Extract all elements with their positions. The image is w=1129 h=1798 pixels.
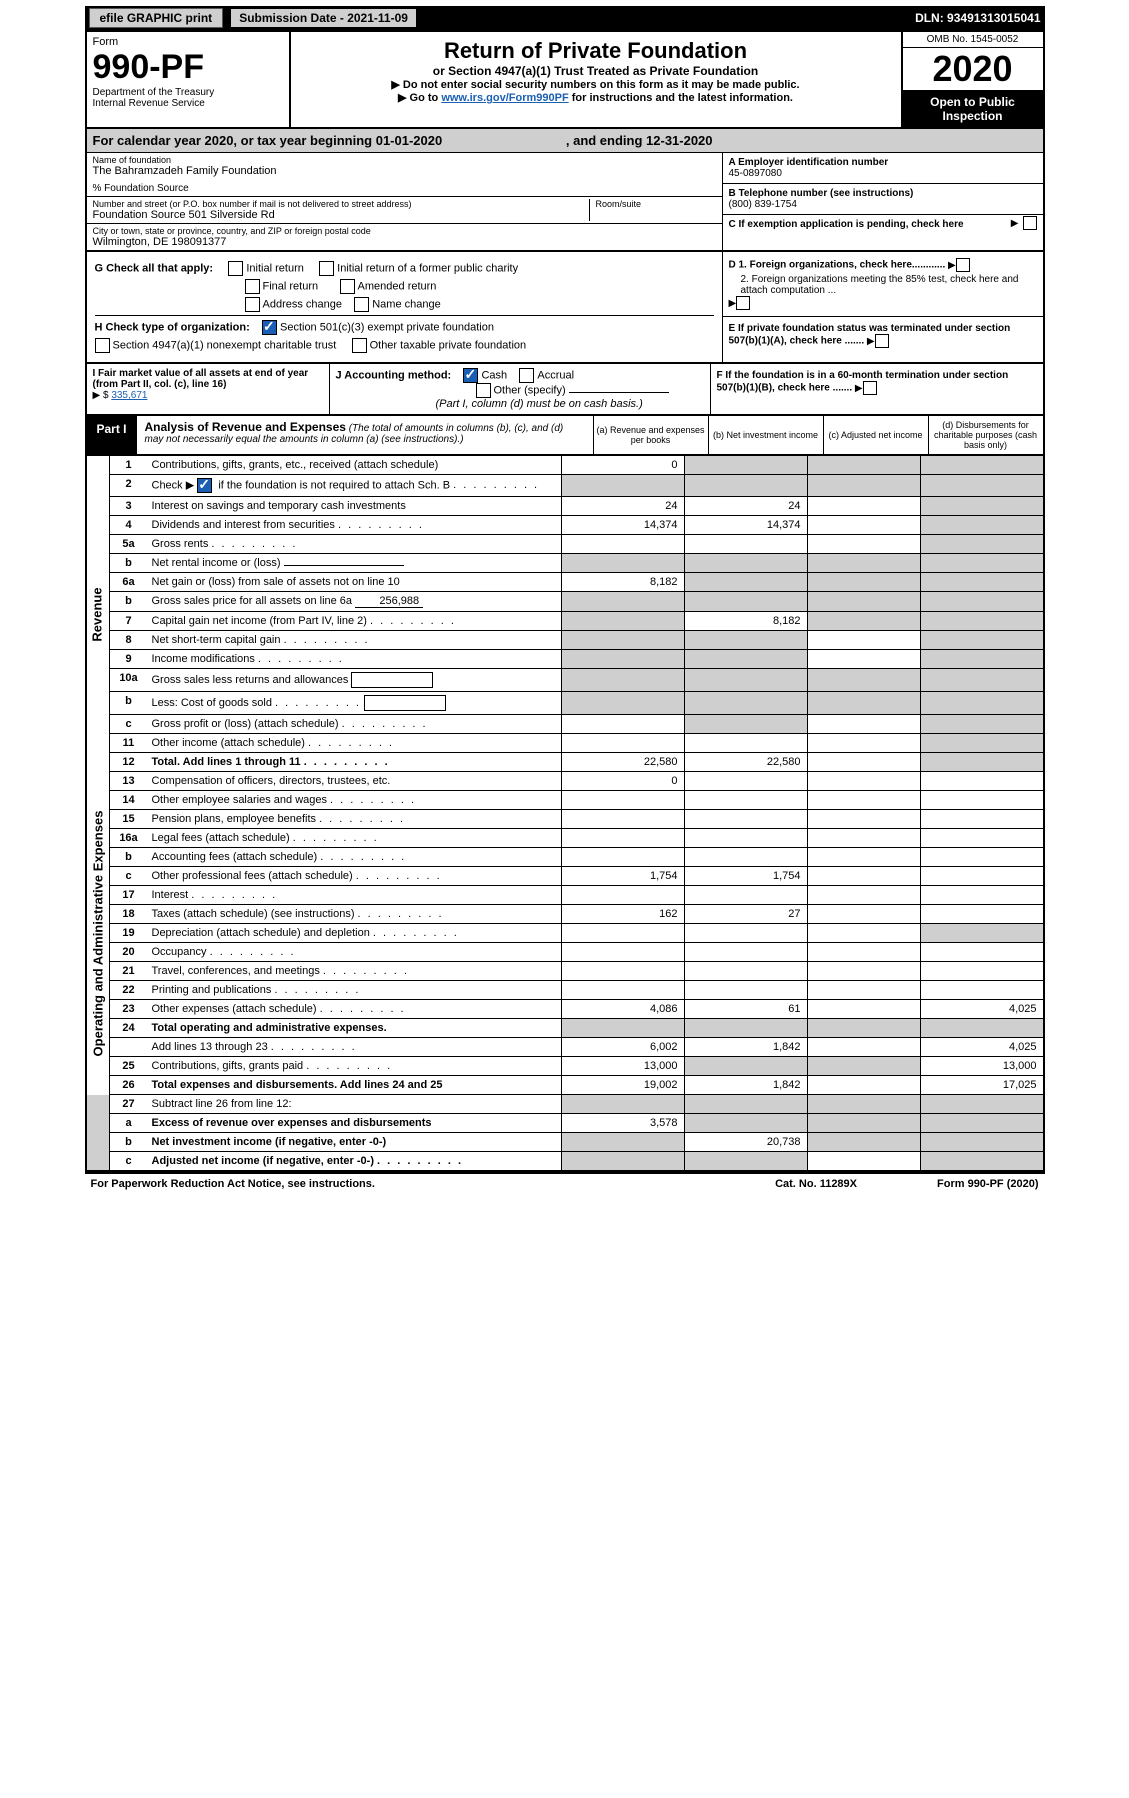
501c3-checkbox[interactable] bbox=[262, 320, 277, 335]
checks-left: G Check all that apply: Initial return I… bbox=[87, 252, 722, 362]
street-address: Foundation Source 501 Silverside Rd bbox=[93, 209, 589, 221]
street-label: Number and street (or P.O. box number if… bbox=[93, 199, 589, 209]
dept-treasury: Department of the Treasury bbox=[93, 87, 283, 98]
fmv-amount[interactable]: 335,671 bbox=[111, 390, 147, 401]
header-left: Form 990-PF Department of the Treasury I… bbox=[87, 32, 291, 127]
amended-return-checkbox[interactable] bbox=[340, 279, 355, 294]
pct-foundation-source: % Foundation Source bbox=[93, 183, 716, 194]
initial-return-checkbox[interactable] bbox=[228, 261, 243, 276]
city-label: City or town, state or province, country… bbox=[93, 226, 716, 236]
topbar: efile GRAPHIC print Submission Date - 20… bbox=[85, 6, 1045, 30]
col-c-header: (c) Adjusted net income bbox=[823, 416, 928, 454]
e-checkbox[interactable] bbox=[875, 334, 889, 348]
irs-label: Internal Revenue Service bbox=[93, 98, 283, 109]
efile-print-button[interactable]: efile GRAPHIC print bbox=[89, 8, 224, 28]
id-block: Name of foundation The Bahramzadeh Famil… bbox=[85, 153, 1045, 252]
id-right: A Employer identification number 45-0897… bbox=[722, 153, 1043, 250]
form-label: Form bbox=[93, 36, 283, 48]
g-label: G Check all that apply: bbox=[95, 262, 214, 274]
form-header: Form 990-PF Department of the Treasury I… bbox=[85, 30, 1045, 129]
j-label: J Accounting method: bbox=[336, 369, 452, 381]
irs-link[interactable]: www.irs.gov/Form990PF bbox=[441, 92, 568, 104]
col-a-header: (a) Revenue and expenses per books bbox=[593, 416, 708, 454]
header-right: OMB No. 1545-0052 2020 Open to Public In… bbox=[901, 32, 1043, 127]
final-return-checkbox[interactable] bbox=[245, 279, 260, 294]
d2-label: 2. Foreign organizations meeting the 85%… bbox=[729, 274, 1037, 296]
part1-label: Part I bbox=[87, 416, 137, 454]
d2-checkbox[interactable] bbox=[736, 296, 750, 310]
instruction-1: ▶ Do not enter social security numbers o… bbox=[301, 78, 891, 91]
calendar-year-row: For calendar year 2020, or tax year begi… bbox=[85, 129, 1045, 153]
checks-right: D 1. Foreign organizations, check here..… bbox=[722, 252, 1043, 362]
open-to-public: Open to Public Inspection bbox=[903, 91, 1043, 127]
initial-former-checkbox[interactable] bbox=[319, 261, 334, 276]
foundation-name: The Bahramzadeh Family Foundation bbox=[93, 165, 716, 177]
schb-checkbox[interactable] bbox=[197, 478, 212, 493]
col-b-header: (b) Net investment income bbox=[708, 416, 823, 454]
omb-number: OMB No. 1545-0052 bbox=[903, 32, 1043, 48]
part1-title: Analysis of Revenue and Expenses bbox=[145, 420, 346, 434]
submission-date: Submission Date - 2021-11-09 bbox=[231, 9, 416, 27]
header-center: Return of Private Foundation or Section … bbox=[291, 32, 901, 127]
arrow-icon: ▶ bbox=[1011, 218, 1019, 229]
id-left: Name of foundation The Bahramzadeh Famil… bbox=[87, 153, 722, 250]
other-taxable-checkbox[interactable] bbox=[352, 338, 367, 353]
d1-label: D 1. Foreign organizations, check here..… bbox=[729, 260, 946, 271]
accrual-checkbox[interactable] bbox=[519, 368, 534, 383]
cat-number: Cat. No. 11289X bbox=[775, 1178, 857, 1190]
name-change-checkbox[interactable] bbox=[354, 297, 369, 312]
tel-value: (800) 839-1754 bbox=[729, 199, 1037, 210]
tel-label: B Telephone number (see instructions) bbox=[729, 188, 1037, 199]
room-label: Room/suite bbox=[596, 199, 716, 209]
d1-checkbox[interactable] bbox=[956, 258, 970, 272]
revenue-side-label: Revenue bbox=[87, 456, 110, 772]
4947-checkbox[interactable] bbox=[95, 338, 110, 353]
col-d-header: (d) Disbursements for charitable purpose… bbox=[928, 416, 1043, 454]
expenses-section: Operating and Administrative Expenses 13… bbox=[85, 772, 1045, 1095]
foundation-name-label: Name of foundation bbox=[93, 155, 716, 165]
form-title: Return of Private Foundation bbox=[301, 38, 891, 64]
dln: DLN: 93491313015041 bbox=[915, 11, 1040, 25]
checks-block: G Check all that apply: Initial return I… bbox=[85, 252, 1045, 364]
other-method-checkbox[interactable] bbox=[476, 383, 491, 398]
form-footer: Form 990-PF (2020) bbox=[937, 1178, 1038, 1190]
h-label: H Check type of organization: bbox=[95, 321, 250, 333]
part1-header: Part I Analysis of Revenue and Expenses … bbox=[85, 416, 1045, 456]
form-990pf: efile GRAPHIC print Submission Date - 20… bbox=[79, 0, 1051, 1200]
form-subtitle: or Section 4947(a)(1) Trust Treated as P… bbox=[301, 64, 891, 78]
i-label: I Fair market value of all assets at end… bbox=[93, 368, 309, 390]
ein-label: A Employer identification number bbox=[729, 157, 1037, 168]
address-change-checkbox[interactable] bbox=[245, 297, 260, 312]
method-block: I Fair market value of all assets at end… bbox=[85, 364, 1045, 416]
cash-checkbox[interactable] bbox=[463, 368, 478, 383]
paperwork-notice: For Paperwork Reduction Act Notice, see … bbox=[91, 1178, 375, 1190]
f-checkbox[interactable] bbox=[863, 381, 877, 395]
form-number: 990-PF bbox=[93, 48, 283, 87]
revenue-section: Revenue 1Contributions, gifts, grants, e… bbox=[85, 456, 1045, 772]
line27-section: 27Subtract line 26 from line 12: aExcess… bbox=[85, 1095, 1045, 1172]
instruction-2: ▶ Go to www.irs.gov/Form990PF for instru… bbox=[301, 91, 891, 104]
expenses-side-label: Operating and Administrative Expenses bbox=[87, 772, 110, 1095]
page-footer: For Paperwork Reduction Act Notice, see … bbox=[85, 1172, 1045, 1194]
ein-value: 45-0897080 bbox=[729, 168, 1037, 179]
exemption-checkbox[interactable] bbox=[1023, 216, 1037, 230]
exemption-pending-label: C If exemption application is pending, c… bbox=[729, 219, 964, 230]
tax-year: 2020 bbox=[903, 48, 1043, 91]
cash-basis-note: (Part I, column (d) must be on cash basi… bbox=[336, 398, 704, 410]
city-state-zip: Wilmington, DE 198091377 bbox=[93, 236, 716, 248]
